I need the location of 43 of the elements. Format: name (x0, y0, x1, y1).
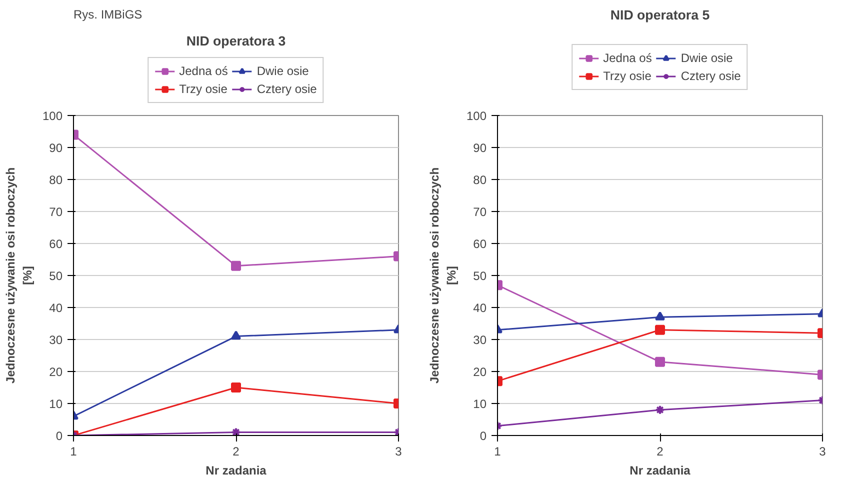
legend-label: Cztery osie (680, 68, 741, 82)
legend-label: Dwie osie (680, 50, 733, 64)
y-axis-title: Jednoczesne używanie osi roboczych [%] (4, 167, 34, 384)
y-tick-label: 0 (56, 429, 63, 443)
y-tick-label: 80 (49, 173, 63, 187)
y-tick-label: 100 (466, 109, 487, 123)
legend-label: Jedna oś (603, 50, 652, 64)
x-tick-label: 2 (232, 444, 240, 458)
y-tick-label: 60 (473, 237, 487, 251)
x-tick-label: 1 (494, 444, 502, 458)
x-tick-label: 3 (395, 444, 402, 458)
legend-label: Cztery osie (256, 82, 317, 96)
x-tick-label: 3 (819, 444, 826, 458)
x-axis-title: Nr zadania (630, 464, 691, 478)
y-tick-label: 10 (49, 397, 63, 411)
legend-label: Trzy osie (179, 82, 228, 96)
x-axis-title: Nr zadania (206, 464, 267, 478)
y-tick-label: 50 (49, 269, 63, 283)
x-tick-label: 2 (656, 444, 664, 458)
legend-label: Dwie osie (256, 64, 309, 78)
y-tick-label: 40 (473, 301, 487, 315)
y-tick-label: 70 (49, 205, 63, 219)
y-tick-label: 20 (473, 365, 487, 379)
y-tick-label: 70 (473, 205, 487, 219)
y-tick-label: 40 (49, 301, 63, 315)
y-tick-label: 20 (49, 365, 63, 379)
y-tick-label: 0 (480, 429, 487, 443)
y-tick-label: 90 (49, 141, 63, 155)
y-tick-label: 90 (473, 141, 487, 155)
y-axis-title: Jednoczesne używanie osi roboczych [%] (428, 167, 458, 384)
y-tick-label: 10 (473, 397, 487, 411)
y-tick-label: 30 (473, 333, 487, 347)
y-tick-label: 30 (49, 333, 63, 347)
text: Rys. IMBiGS (74, 8, 142, 22)
y-tick-label: 50 (473, 269, 487, 283)
x-tick-label: 1 (70, 444, 78, 458)
legend-label: Jedna oś (179, 64, 228, 78)
chart-title: NID operatora 3 (186, 34, 286, 48)
chart-title: NID operatora 5 (610, 8, 710, 22)
y-tick-label: 60 (49, 237, 63, 251)
legend-label: Trzy osie (603, 68, 652, 82)
y-tick-label: 100 (42, 109, 63, 123)
y-tick-label: 80 (473, 173, 487, 187)
